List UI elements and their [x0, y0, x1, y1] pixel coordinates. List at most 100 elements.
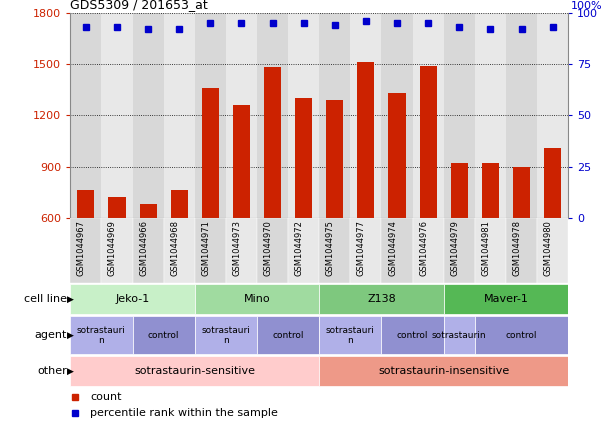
Text: Maver-1: Maver-1	[483, 294, 529, 304]
Bar	[544, 148, 562, 218]
Bar	[320, 284, 444, 314]
Bar	[320, 218, 350, 283]
Bar	[475, 13, 506, 218]
Bar	[295, 98, 312, 218]
Text: GSM1044974: GSM1044974	[388, 220, 397, 276]
Bar	[537, 218, 568, 283]
Bar	[420, 66, 437, 218]
Bar	[412, 13, 444, 218]
Bar	[357, 62, 375, 218]
Text: sotrastauri
n: sotrastauri n	[202, 326, 251, 345]
Text: ▶: ▶	[67, 295, 74, 304]
Text: control: control	[506, 331, 537, 340]
Bar	[257, 316, 320, 354]
Text: GSM1044968: GSM1044968	[170, 220, 179, 276]
Bar	[257, 218, 288, 283]
Text: control: control	[273, 331, 304, 340]
Bar	[475, 218, 506, 283]
Bar	[108, 197, 125, 218]
Text: GSM1044980: GSM1044980	[544, 220, 553, 276]
Text: agent: agent	[35, 330, 67, 340]
Text: GDS5309 / 201653_at: GDS5309 / 201653_at	[70, 0, 208, 11]
Bar	[195, 13, 226, 218]
Text: GSM1044972: GSM1044972	[295, 220, 304, 276]
Bar	[133, 218, 164, 283]
Bar	[320, 13, 350, 218]
Bar	[133, 13, 164, 218]
Text: percentile rank within the sample: percentile rank within the sample	[90, 408, 278, 418]
Text: sotrastauri
n: sotrastauri n	[77, 326, 126, 345]
Bar	[70, 356, 320, 386]
Text: Z138: Z138	[367, 294, 396, 304]
Text: GSM1044966: GSM1044966	[139, 220, 148, 276]
Bar	[444, 284, 568, 314]
Bar	[70, 284, 195, 314]
Bar	[257, 13, 288, 218]
Bar	[350, 218, 381, 283]
Bar	[381, 316, 444, 354]
Bar	[506, 218, 537, 283]
Bar	[320, 316, 381, 354]
Bar	[537, 13, 568, 218]
Bar	[233, 105, 250, 218]
Bar	[444, 218, 475, 283]
Bar	[70, 13, 101, 218]
Text: count: count	[90, 392, 122, 402]
Text: GSM1044979: GSM1044979	[450, 220, 459, 276]
Text: sotrastaurin-sensitive: sotrastaurin-sensitive	[134, 366, 255, 376]
Bar	[482, 163, 499, 218]
Text: sotrastauri
n: sotrastauri n	[326, 326, 375, 345]
Bar	[326, 100, 343, 218]
Bar	[389, 93, 406, 218]
Bar	[195, 218, 226, 283]
Text: GSM1044969: GSM1044969	[108, 220, 117, 276]
Text: GSM1044970: GSM1044970	[263, 220, 273, 276]
Text: Mino: Mino	[244, 294, 270, 304]
Text: GSM1044975: GSM1044975	[326, 220, 335, 276]
Bar	[444, 316, 475, 354]
Bar	[133, 316, 195, 354]
Bar	[164, 13, 195, 218]
Bar	[226, 218, 257, 283]
Text: other: other	[37, 366, 67, 376]
Bar	[444, 13, 475, 218]
Bar	[101, 218, 133, 283]
Text: cell line: cell line	[24, 294, 67, 304]
Bar	[70, 316, 133, 354]
Bar	[320, 356, 568, 386]
Bar	[170, 190, 188, 218]
Text: GSM1044978: GSM1044978	[513, 220, 522, 276]
Text: ▶: ▶	[67, 367, 74, 376]
Bar	[350, 13, 381, 218]
Bar	[412, 218, 444, 283]
Bar	[77, 190, 94, 218]
Text: GSM1044973: GSM1044973	[232, 220, 241, 276]
Bar	[288, 218, 320, 283]
Bar	[101, 13, 133, 218]
Text: GSM1044967: GSM1044967	[77, 220, 86, 276]
Bar	[451, 163, 468, 218]
Bar	[139, 204, 156, 218]
Bar	[513, 168, 530, 218]
Bar	[164, 218, 195, 283]
Bar	[195, 284, 320, 314]
Text: control: control	[397, 331, 428, 340]
Text: sotrastaurin: sotrastaurin	[432, 331, 486, 340]
Bar	[264, 67, 281, 218]
Bar	[195, 316, 257, 354]
Bar	[288, 13, 320, 218]
Text: GSM1044971: GSM1044971	[201, 220, 210, 276]
Bar	[381, 218, 412, 283]
Text: GSM1044976: GSM1044976	[419, 220, 428, 276]
Bar	[226, 13, 257, 218]
Text: sotrastaurin-insensitive: sotrastaurin-insensitive	[378, 366, 510, 376]
Text: GSM1044981: GSM1044981	[481, 220, 491, 276]
Text: GSM1044977: GSM1044977	[357, 220, 366, 276]
Text: control: control	[148, 331, 180, 340]
Text: Jeko-1: Jeko-1	[115, 294, 150, 304]
Text: 100%: 100%	[571, 0, 603, 11]
Bar	[70, 218, 101, 283]
Bar	[381, 13, 412, 218]
Text: ▶: ▶	[67, 331, 74, 340]
Bar	[475, 316, 568, 354]
